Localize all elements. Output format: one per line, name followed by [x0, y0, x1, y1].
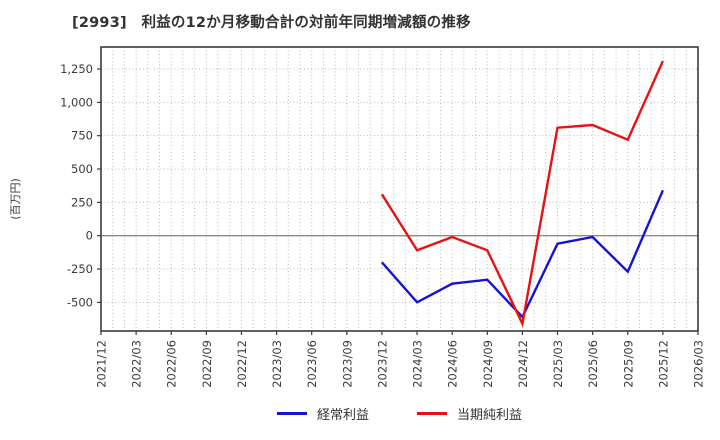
y-tick-label: 250 [71, 195, 93, 209]
x-tick-label: 2025/09 [621, 340, 635, 388]
series-line-net-profit [380, 60, 664, 328]
x-tick-label: 2022/06 [165, 340, 179, 388]
x-tick-label: 2022/03 [130, 340, 144, 388]
chart-title: [2993] 利益の12か月移動合計の対前年同期増減額の推移 [72, 15, 471, 31]
x-tick-label: 2021/12 [95, 340, 109, 388]
y-tick-label: 0 [86, 229, 93, 243]
y-tick-label: -500 [67, 295, 93, 309]
legend-item-ordinary-profit: 経常利益 [276, 404, 369, 423]
x-tick-label: 2025/03 [551, 340, 565, 388]
x-tick-label: 2023/06 [305, 340, 319, 388]
x-tick-label: 2023/12 [375, 340, 389, 388]
legend-label-ordinary-profit: 経常利益 [316, 408, 369, 423]
y-tick-label: 1,000 [60, 95, 93, 109]
x-tick-label: 2024/06 [446, 340, 460, 388]
x-tick-label: 2025/06 [586, 340, 600, 388]
y-tick-label: -250 [67, 262, 93, 276]
legend: 経常利益 当期純利益 [101, 404, 698, 423]
x-tick-label: 2022/12 [235, 340, 249, 388]
legend-item-net-profit: 当期純利益 [417, 404, 522, 423]
x-tick-label: 2025/12 [656, 340, 670, 388]
x-tick-label: 2026/03 [692, 340, 706, 388]
legend-line-net-profit-icon [417, 412, 447, 415]
x-tick-label: 2024/12 [516, 340, 530, 388]
x-tick-label: 2023/09 [340, 340, 354, 388]
legend-label-net-profit: 当期純利益 [457, 408, 523, 423]
x-tick-label: 2024/03 [411, 340, 425, 388]
y-axis-unit-label: (百万円) [9, 178, 22, 220]
x-tick-label: 2023/03 [270, 340, 284, 388]
y-tick-label: 750 [71, 129, 93, 143]
y-tick-label: 500 [71, 162, 93, 176]
x-tick-label: 2024/09 [481, 340, 495, 388]
plot-border [100, 46, 699, 332]
y-tick-label: 1,250 [60, 62, 93, 76]
x-tick-label: 2022/09 [200, 340, 214, 388]
legend-line-ordinary-profit-icon [276, 412, 307, 415]
